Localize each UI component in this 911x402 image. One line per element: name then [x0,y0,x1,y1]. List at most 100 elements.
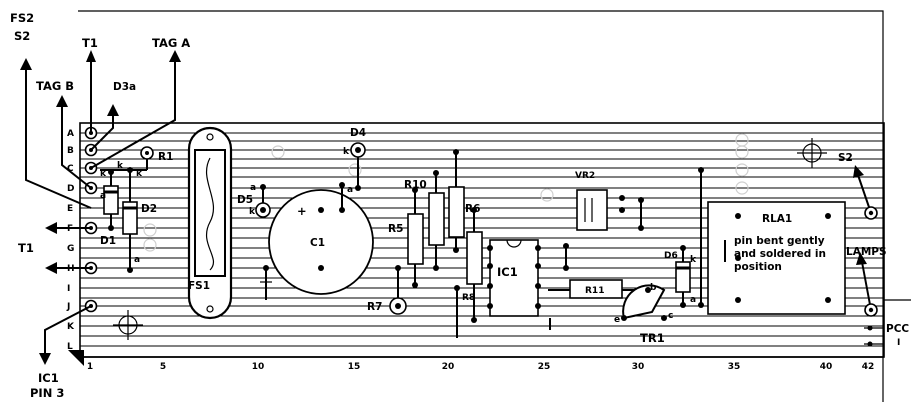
pin-b-tr1: b [650,283,657,293]
label-tag-a: TAG A [152,36,190,50]
note-line-2: and soldered in [734,248,826,260]
label-r10: R10 [404,179,427,191]
pin-k-d1: k [117,161,124,171]
integrated-circuit-ic1 [487,239,541,317]
mounting-hole [113,310,143,340]
column-label: 25 [538,362,551,372]
label-d4: D4 [350,127,366,139]
right-pads [864,206,878,317]
diode-d5 [255,184,271,218]
label-lamps: LAMPS [846,246,887,258]
diode-d2 [122,167,138,273]
label-r6: R6 [465,203,480,215]
label-ic1-pin3-line2: PIN 3 [30,386,64,400]
diagram-frame [78,10,911,402]
ic-pin [535,245,541,251]
label-t1-left: T1 [18,241,34,255]
diode-d1 [103,169,119,231]
label-fs1: FS1 [188,280,210,292]
relay-rla1 [707,201,846,315]
pin-k-d5: k [249,207,256,217]
pin-k-r1: k [136,169,143,179]
column-label: 40 [820,362,833,372]
label-fs2: FS2 [10,11,34,25]
pin-plus-c1: + [297,204,307,218]
note-line-3: position [734,261,782,273]
label-c1: C1 [310,237,325,249]
column-label: 15 [348,362,361,372]
label-s2-right: S2 [838,152,853,164]
ic-pin [535,283,541,289]
pin-a-d6: a [690,295,696,305]
preset-vr2 [576,189,625,231]
column-label: 30 [632,362,645,372]
label-t1-top: T1 [82,36,98,50]
resistor-r5 [407,187,424,288]
label-ic1-pin3-line1: IC1 [38,371,59,385]
row-label: D [67,184,74,194]
row-label: I [67,284,70,294]
label-pcc: PCC [886,323,909,335]
label-s2-top: S2 [14,29,30,43]
label-vr2: VR2 [575,171,595,181]
column-label: 10 [252,362,265,372]
pin-k-d2: k [100,169,107,179]
ic-pin [487,245,493,251]
column-label: 20 [442,362,455,372]
row-label: E [67,204,73,214]
note-line-1: pin bent gently [734,235,825,247]
row-label: C [67,164,74,174]
diode-d4 [350,142,366,191]
column-label: 42 [862,362,875,372]
label-d1: D1 [100,235,116,247]
resistor-r1 [100,146,154,171]
row-label: K [67,322,75,332]
origin-triangle [68,350,84,366]
ic-pin [487,303,493,309]
label-d6: D6 [664,251,678,261]
transistor-tr1 [621,284,667,321]
row-label: G [67,244,74,254]
label-r11: R11 [585,286,604,296]
ic-pin [487,283,493,289]
resistor-r11 [569,279,623,299]
column-scale: 1 5 10 15 20 25 30 35 40 42 [68,350,884,372]
pin-a-d1: a [100,191,106,201]
label-r1: R1 [158,151,173,163]
label-d5: D5 [237,194,253,206]
column-label: 35 [728,362,741,372]
label-d2: D2 [141,203,157,215]
label-rla1: RLA1 [762,213,792,225]
mounting-hole [797,138,827,168]
resistor-r6 [448,149,465,253]
resistor-r7 [389,265,407,315]
label-r7: R7 [367,301,382,313]
row-label: L [67,342,73,352]
label-ic1: IC1 [497,265,518,279]
wire-link [260,265,272,300]
label-r5: R5 [388,223,403,235]
diode-d6 [675,245,691,308]
pin-k-d6: k [690,255,697,265]
pin-c-tr1: c [668,311,673,321]
labels: FS2 S2 T1 TAG A TAG B D3a T1 IC1 PIN 3 S… [10,11,909,400]
pin-k-d4: k [343,147,350,157]
capacitor-c1 [268,182,374,295]
fuse-holder-fs1 [187,126,233,320]
ic-pin [535,263,541,269]
label-tr1: TR1 [640,331,665,345]
pin-a-d5: a [250,183,256,193]
pin-a-d4: a [347,185,353,195]
column-label: 1 [87,362,93,372]
row-label: A [67,129,74,139]
label-pcc-sub: I [897,338,900,348]
label-r8: R8 [462,293,475,303]
ic-pin [487,263,493,269]
row-label: B [67,146,74,156]
column-label: 5 [160,362,166,372]
pin-a-d2: a [134,255,140,265]
pin-e-tr1: e [614,315,620,325]
resistor-r8 [454,207,483,338]
row-label: J [66,302,70,312]
